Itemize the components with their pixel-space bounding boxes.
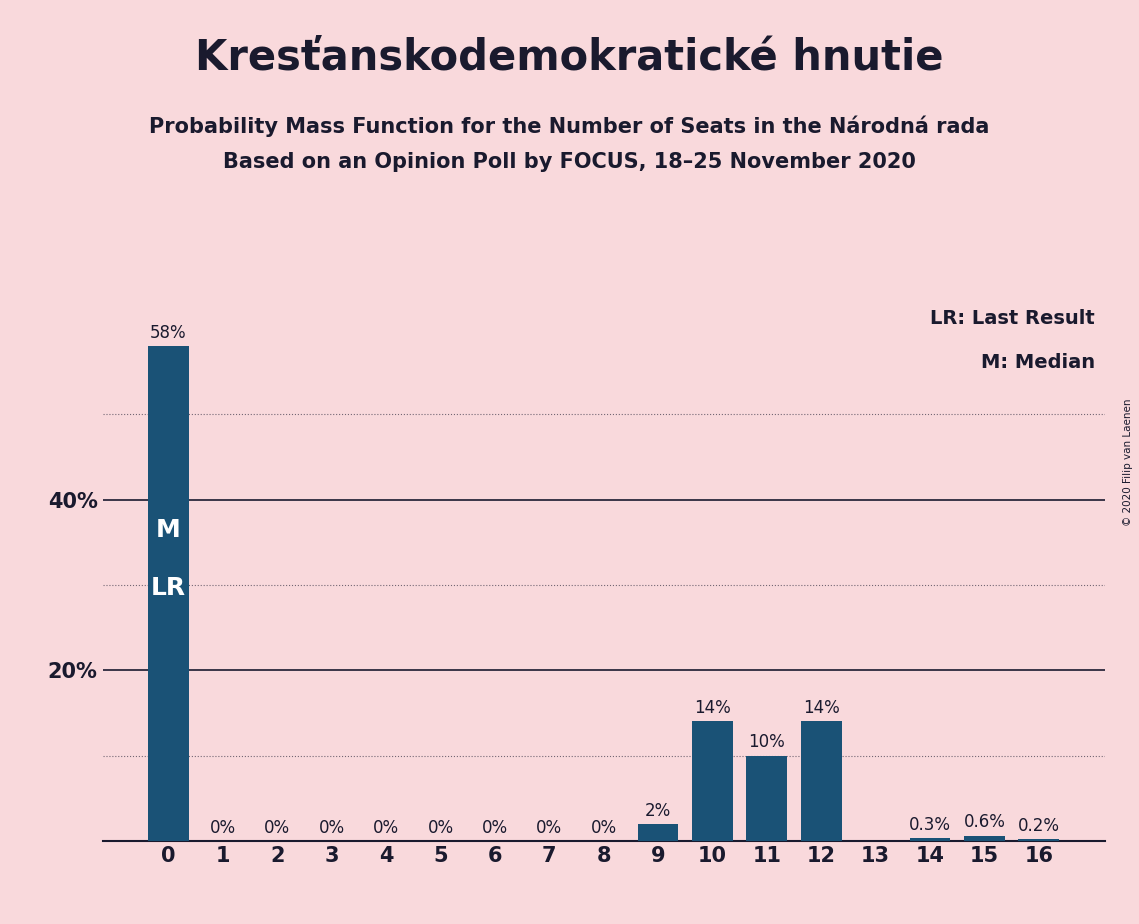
Text: 10%: 10% — [748, 734, 785, 751]
Text: Probability Mass Function for the Number of Seats in the Národná rada: Probability Mass Function for the Number… — [149, 116, 990, 137]
Bar — [964, 835, 1005, 841]
Text: 0%: 0% — [372, 819, 399, 836]
Text: 2%: 2% — [645, 801, 671, 820]
Bar — [801, 722, 842, 841]
Text: LR: Last Result: LR: Last Result — [931, 309, 1095, 328]
Text: 0%: 0% — [591, 819, 616, 836]
Text: 0%: 0% — [536, 819, 563, 836]
Text: 14%: 14% — [803, 699, 839, 717]
Text: 0.6%: 0.6% — [964, 813, 1006, 832]
Bar — [746, 756, 787, 841]
Text: M: Median: M: Median — [981, 353, 1095, 372]
Bar — [693, 722, 732, 841]
Text: 0%: 0% — [264, 819, 290, 836]
Text: 14%: 14% — [694, 699, 731, 717]
Bar — [910, 838, 950, 841]
Text: Based on an Opinion Poll by FOCUS, 18–25 November 2020: Based on an Opinion Poll by FOCUS, 18–25… — [223, 152, 916, 173]
Text: 0%: 0% — [482, 819, 508, 836]
Text: LR: LR — [150, 577, 186, 601]
Bar — [148, 346, 189, 841]
Bar — [1018, 839, 1059, 841]
Text: 0.3%: 0.3% — [909, 816, 951, 834]
Text: 58%: 58% — [150, 324, 187, 342]
Text: 0.2%: 0.2% — [1018, 817, 1060, 835]
Text: 0%: 0% — [319, 819, 345, 836]
Text: 0%: 0% — [210, 819, 236, 836]
Text: Kresťanskodemokratické hnutie: Kresťanskodemokratické hnutie — [195, 37, 944, 79]
Text: M: M — [156, 518, 181, 542]
Text: 0%: 0% — [427, 819, 453, 836]
Bar — [638, 824, 679, 841]
Text: © 2020 Filip van Laenen: © 2020 Filip van Laenen — [1123, 398, 1133, 526]
